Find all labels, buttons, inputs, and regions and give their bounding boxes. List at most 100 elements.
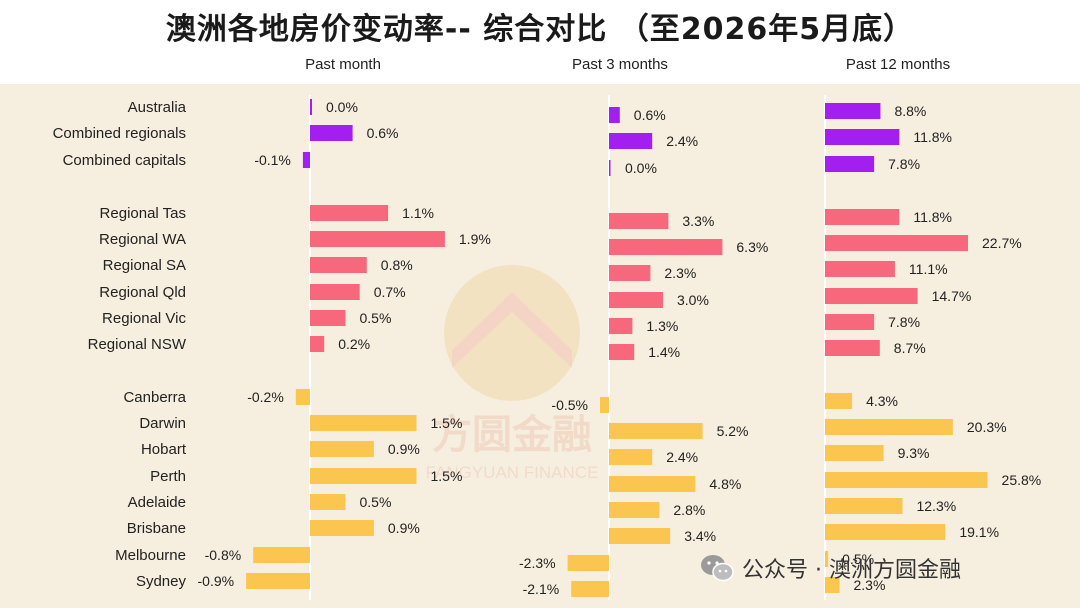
value-label: 25.8% <box>1002 472 1042 488</box>
value-label: 0.5% <box>842 551 874 567</box>
bar <box>609 318 633 334</box>
value-label: 0.6% <box>367 125 399 141</box>
value-label: 7.8% <box>888 156 920 172</box>
value-label: 0.2% <box>338 336 370 352</box>
category-label: Combined capitals <box>63 152 186 169</box>
bar <box>310 125 353 141</box>
panel-header: Past 3 months <box>572 56 668 73</box>
value-label: -2.3% <box>519 555 556 571</box>
bar <box>310 99 312 115</box>
bar <box>571 581 609 597</box>
value-label: 20.3% <box>967 419 1007 435</box>
bar <box>825 551 829 567</box>
category-label: Regional WA <box>99 231 186 248</box>
category-label: Combined regionals <box>53 125 186 142</box>
bar <box>310 205 389 221</box>
category-label: Canberra <box>123 389 186 406</box>
value-label: -2.1% <box>523 581 560 597</box>
value-label: 1.9% <box>459 231 491 247</box>
category-label: Darwin <box>139 415 186 432</box>
value-label: -0.5% <box>551 397 588 413</box>
panel-header: Past 12 months <box>846 56 950 73</box>
bar <box>825 129 900 145</box>
bar <box>310 415 417 431</box>
bar <box>825 156 875 172</box>
value-label: 0.8% <box>381 257 413 273</box>
value-label: 0.9% <box>388 441 420 457</box>
value-label: 11.1% <box>909 261 948 277</box>
value-label: 2.4% <box>666 133 698 149</box>
bar <box>609 476 696 492</box>
value-label: 0.5% <box>360 494 392 510</box>
value-label: 2.4% <box>666 449 698 465</box>
footer-text: 公众号 · 澳洲方圆金融 <box>742 558 961 583</box>
value-label: 7.8% <box>888 314 920 330</box>
bar <box>609 502 660 518</box>
bar <box>609 449 653 465</box>
category-label: Melbourne <box>115 547 186 564</box>
watermark-logo: 方圆金融 FANGYUAN FINANCE <box>426 265 599 482</box>
bar <box>609 292 663 308</box>
value-label: 1.5% <box>431 468 463 484</box>
bar <box>253 547 310 563</box>
value-label: 0.9% <box>388 520 420 536</box>
category-label: Regional Tas <box>100 205 186 222</box>
category-label: Perth <box>150 468 186 485</box>
value-label: 4.3% <box>866 393 898 409</box>
bar <box>825 393 853 409</box>
value-label: 19.1% <box>959 524 999 540</box>
watermark-brand-en: FANGYUAN FINANCE <box>426 463 599 482</box>
bar <box>609 213 669 229</box>
bar <box>825 472 988 488</box>
bar <box>310 231 445 247</box>
bar <box>310 441 374 457</box>
bar <box>310 336 325 352</box>
value-label: 2.3% <box>664 265 696 281</box>
bar <box>825 445 884 461</box>
value-label: 5.2% <box>717 423 749 439</box>
value-label: -0.2% <box>247 389 284 405</box>
value-label: 8.7% <box>894 340 926 356</box>
bar <box>825 340 880 356</box>
bar <box>825 314 875 330</box>
value-label: 0.6% <box>634 107 666 123</box>
value-label: -0.8% <box>205 547 242 563</box>
bar <box>825 261 895 277</box>
category-label: Regional SA <box>103 257 186 274</box>
category-label: Brisbane <box>127 520 186 537</box>
value-label: 0.7% <box>374 284 406 300</box>
value-label: 1.3% <box>646 318 678 334</box>
bar <box>302 152 310 168</box>
wechat-icon <box>700 553 734 583</box>
watermark-roof <box>452 292 572 368</box>
bar <box>310 494 346 510</box>
bar <box>609 160 611 176</box>
value-label: -0.9% <box>198 573 235 589</box>
category-label: Australia <box>128 99 187 116</box>
bar <box>825 235 969 251</box>
value-label: 3.3% <box>682 213 714 229</box>
value-label: 14.7% <box>932 288 972 304</box>
watermark-footer: 公众号 · 澳洲方圆金融 <box>700 548 961 588</box>
value-label: 1.1% <box>402 205 434 221</box>
value-label: 1.5% <box>431 415 463 431</box>
category-label: Adelaide <box>128 494 186 511</box>
bar <box>825 498 903 514</box>
bar <box>567 555 609 571</box>
value-label: 22.7% <box>982 235 1022 251</box>
value-label: 11.8% <box>913 209 952 225</box>
value-label: -0.1% <box>254 152 291 168</box>
bar <box>825 209 900 225</box>
value-label: 6.3% <box>736 239 768 255</box>
bar <box>609 107 620 123</box>
category-label: Hobart <box>141 441 187 458</box>
value-label: 1.4% <box>648 344 680 360</box>
bar <box>295 389 310 405</box>
bar <box>609 133 653 149</box>
chart-title: 澳洲各地房价变动率-- 综合对比 （至2026年5月底） <box>165 12 915 47</box>
bar <box>310 284 360 300</box>
bar <box>609 528 671 544</box>
category-label: Regional NSW <box>88 336 187 353</box>
bar <box>609 344 635 360</box>
